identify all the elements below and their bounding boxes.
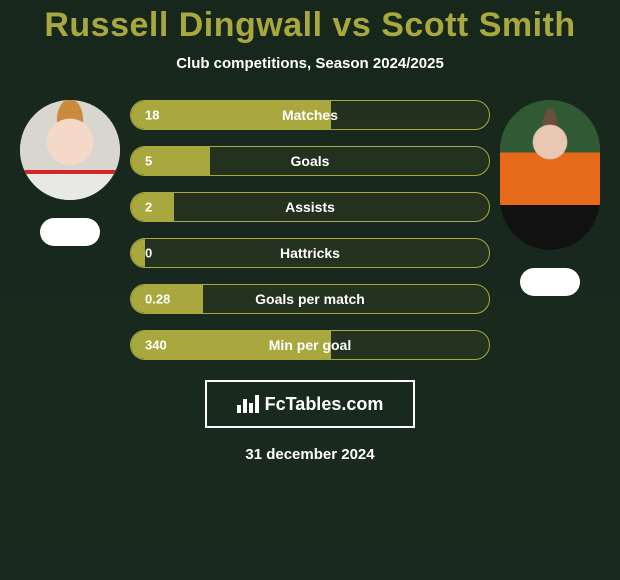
stat-label: Min per goal bbox=[269, 337, 351, 353]
stat-label: Hattricks bbox=[280, 245, 340, 261]
player-left-column bbox=[10, 100, 130, 246]
player-left-photo bbox=[20, 100, 120, 200]
stat-label: Goals per match bbox=[255, 291, 365, 307]
fctables-logo: FcTables.com bbox=[205, 380, 415, 428]
stat-bar: 0.28 Goals per match bbox=[130, 284, 490, 314]
player-left-jersey-placeholder bbox=[20, 170, 120, 200]
content-root: Russell Dingwall vs Scott Smith Club com… bbox=[0, 0, 620, 580]
team-badge-right bbox=[520, 268, 580, 296]
player-right-photo bbox=[500, 100, 600, 250]
stat-fill-left bbox=[131, 239, 145, 267]
stat-label: Goals bbox=[291, 153, 330, 169]
page-subtitle: Club competitions, Season 2024/2025 bbox=[176, 55, 444, 72]
team-badge-left bbox=[40, 218, 100, 246]
stat-label: Matches bbox=[282, 107, 338, 123]
logo-text: FcTables.com bbox=[265, 394, 384, 415]
stat-bar: 18 Matches bbox=[130, 100, 490, 130]
stat-fill-left bbox=[131, 147, 210, 175]
comparison-area: 18 Matches 5 Goals 2 Assists 0 Hattricks 0.28 Goa… bbox=[0, 100, 620, 360]
stat-value-left: 2 bbox=[145, 200, 152, 215]
stats-column: 18 Matches 5 Goals 2 Assists 0 Hattricks 0.28 Goa… bbox=[130, 100, 490, 360]
player-right-face-placeholder bbox=[500, 100, 600, 250]
logo-chart-icon bbox=[237, 395, 259, 413]
update-date: 31 december 2024 bbox=[245, 446, 374, 463]
stat-bar: 340 Min per goal bbox=[130, 330, 490, 360]
stat-value-left: 0 bbox=[145, 246, 152, 261]
player-right-column bbox=[490, 100, 610, 296]
stat-value-left: 18 bbox=[145, 108, 159, 123]
stat-bar: 0 Hattricks bbox=[130, 238, 490, 268]
page-title: Russell Dingwall vs Scott Smith bbox=[44, 6, 575, 45]
stat-value-left: 5 bbox=[145, 154, 152, 169]
stat-value-left: 340 bbox=[145, 338, 167, 353]
stat-value-left: 0.28 bbox=[145, 292, 170, 307]
stat-bar: 5 Goals bbox=[130, 146, 490, 176]
stat-label: Assists bbox=[285, 199, 335, 215]
stat-bar: 2 Assists bbox=[130, 192, 490, 222]
stat-fill-left bbox=[131, 193, 174, 221]
